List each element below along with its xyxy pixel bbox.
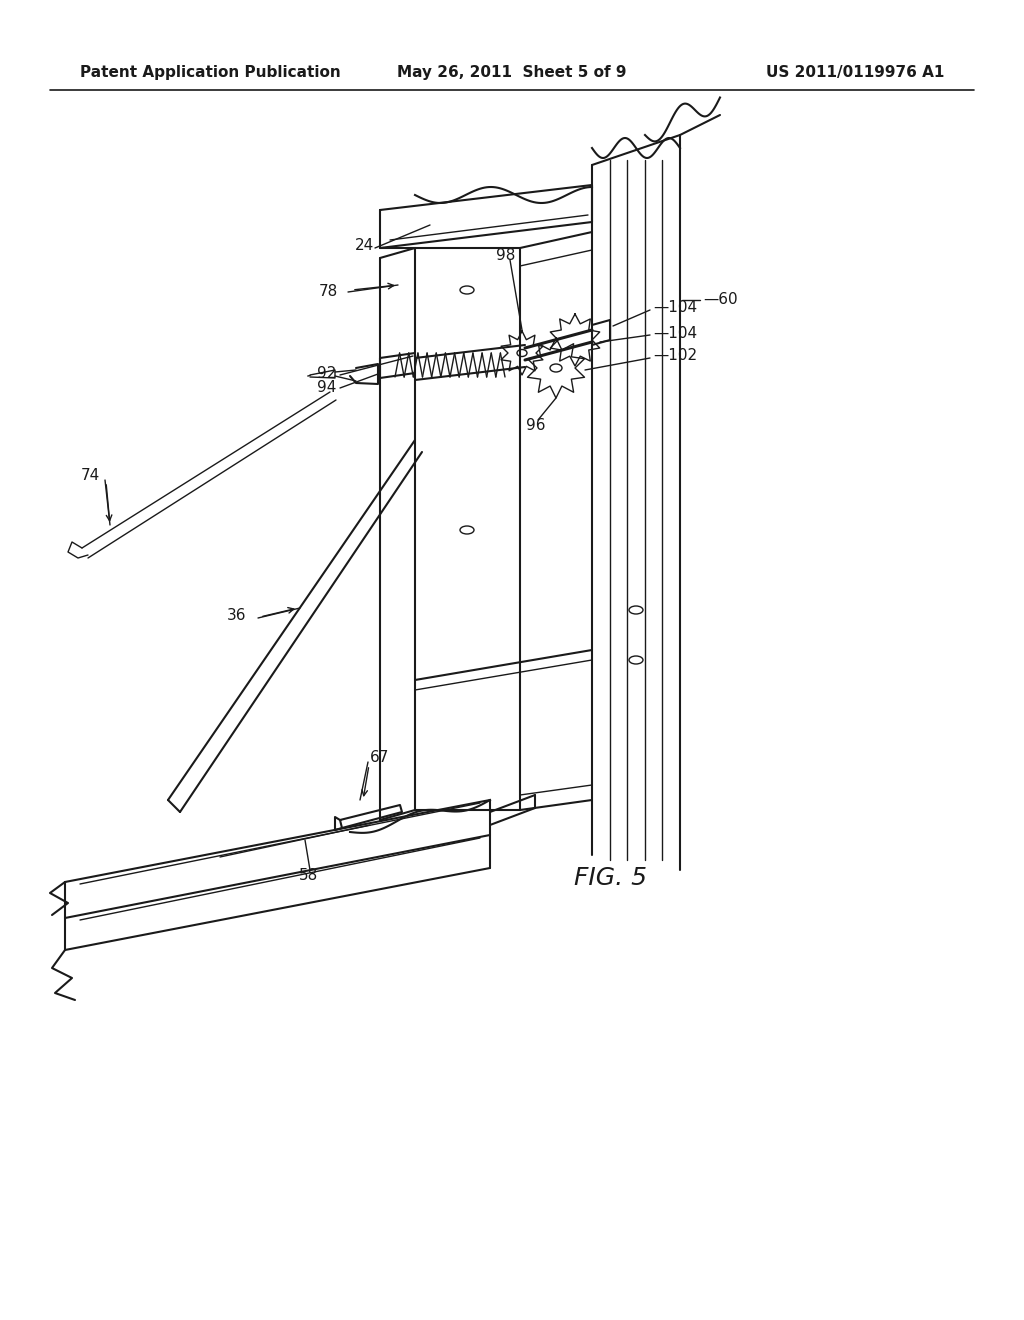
Text: FIG. 5: FIG. 5 [573, 866, 646, 890]
Text: 96: 96 [526, 417, 546, 433]
Text: —104: —104 [653, 326, 697, 341]
Text: —60: —60 [703, 293, 737, 308]
Text: May 26, 2011  Sheet 5 of 9: May 26, 2011 Sheet 5 of 9 [397, 65, 627, 79]
Text: 98: 98 [497, 248, 516, 263]
Text: 67: 67 [370, 750, 389, 764]
Text: 36: 36 [226, 609, 246, 623]
Text: 58: 58 [298, 869, 317, 883]
Text: 24: 24 [354, 238, 374, 252]
Text: —104: —104 [653, 301, 697, 315]
Text: —102: —102 [653, 348, 697, 363]
Text: US 2011/0119976 A1: US 2011/0119976 A1 [766, 65, 944, 79]
Text: 78: 78 [318, 285, 338, 300]
Text: 74: 74 [81, 467, 100, 483]
Text: 94: 94 [316, 380, 336, 395]
Text: Patent Application Publication: Patent Application Publication [80, 65, 341, 79]
Text: 92: 92 [316, 367, 336, 381]
